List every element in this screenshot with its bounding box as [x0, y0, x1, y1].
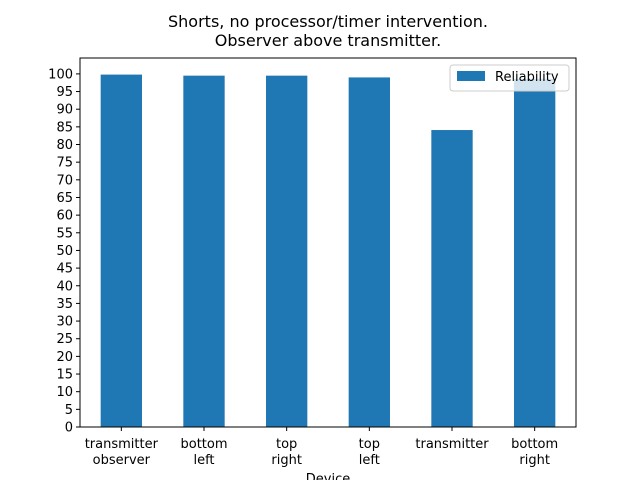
y-tick-label: 95	[56, 85, 73, 100]
y-tick-label: 70	[56, 173, 73, 188]
legend: Reliability	[449, 64, 570, 92]
x-tick-label: transmitter	[415, 437, 489, 452]
y-axis: 0 5 10 15 20 25 30 35 40 45 50 55 60 65 70 75 80 85 90 95 10…	[48, 67, 80, 436]
y-tick-label: 0	[65, 421, 73, 436]
x-axis: transmitterobserverbottomlefttoprighttop…	[85, 427, 558, 468]
y-tick-label: 85	[56, 120, 73, 135]
y-tick-label: 65	[56, 191, 73, 206]
x-tick-label: bottom	[180, 437, 227, 452]
x-tick-label: right	[519, 453, 550, 468]
x-tick-label: right	[271, 453, 302, 468]
y-tick-label: 5	[65, 403, 73, 418]
y-tick-label: 90	[56, 103, 73, 118]
bar	[348, 77, 390, 427]
y-tick-label: 40	[56, 279, 73, 294]
legend-label: Reliability	[495, 70, 559, 85]
plot-frame	[79, 57, 577, 428]
bar	[183, 75, 225, 427]
y-tick-label: 15	[56, 368, 73, 383]
y-tick-label: 60	[56, 209, 73, 224]
x-tick-label: observer	[93, 453, 151, 468]
legend-swatch	[457, 71, 485, 81]
y-tick-label: 100	[48, 67, 73, 82]
x-tick-label: left	[359, 453, 380, 468]
y-tick-label: 25	[56, 332, 73, 347]
y-tick-label: 55	[56, 226, 73, 241]
y-tick-label: 20	[56, 350, 73, 365]
x-axis-label: Device	[306, 472, 350, 480]
chart-title-line: Observer above transmitter.	[215, 31, 441, 50]
y-tick-label: 50	[56, 244, 73, 259]
x-tick-label: top	[276, 437, 297, 452]
y-tick-label: 80	[56, 138, 73, 153]
y-tick-label: 30	[56, 315, 73, 330]
y-tick-label: 45	[56, 262, 73, 277]
x-tick-label: left	[193, 453, 214, 468]
bar	[266, 75, 308, 427]
y-tick-label: 10	[56, 385, 73, 400]
x-tick-label: bottom	[511, 437, 558, 452]
y-tick-label: 35	[56, 297, 73, 312]
x-tick-label: top	[359, 437, 380, 452]
bar	[100, 74, 142, 428]
bar	[431, 130, 473, 427]
chart-title-line: Shorts, no processor/timer intervention.	[168, 12, 488, 31]
chart-title: Shorts, no processor/timer intervention.…	[168, 12, 488, 50]
bar	[514, 78, 556, 427]
y-tick-label: 75	[56, 156, 73, 171]
bars	[100, 74, 556, 428]
x-tick-label: transmitter	[85, 437, 159, 452]
